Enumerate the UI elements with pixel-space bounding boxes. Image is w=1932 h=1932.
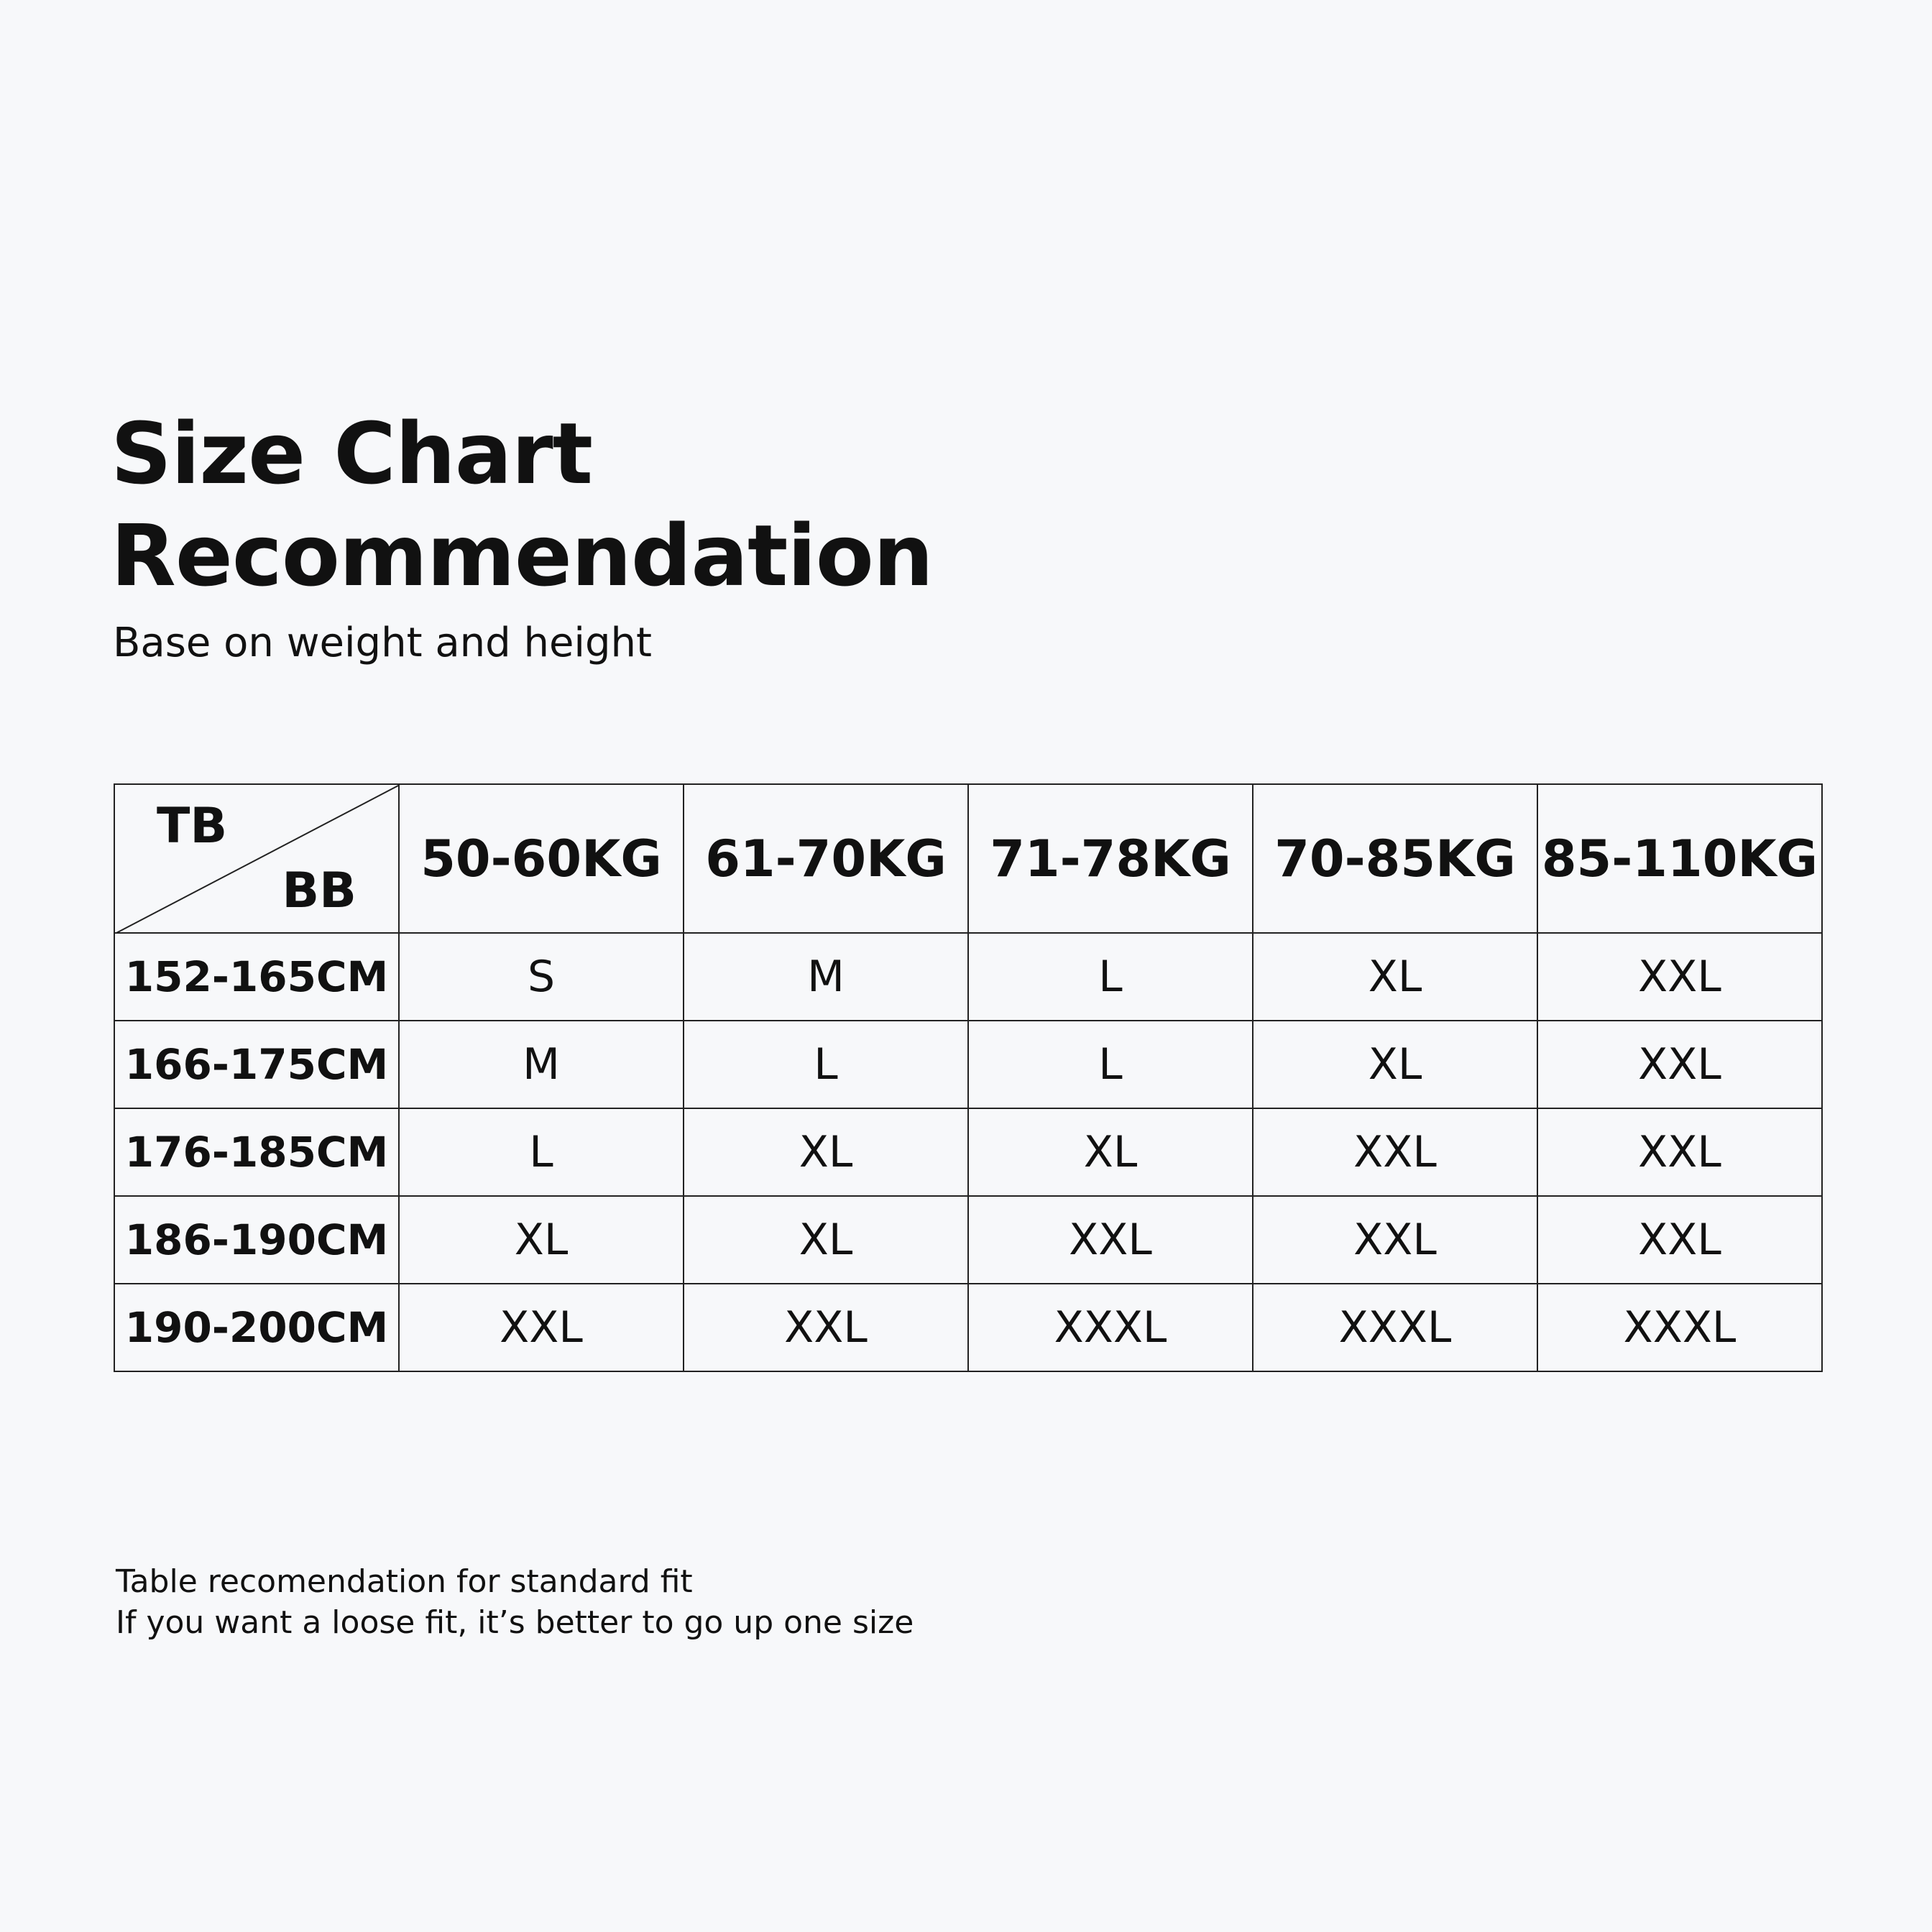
size-cell: S	[398, 932, 684, 1021]
size-cell: XL	[1252, 1020, 1538, 1109]
corner-bottom: BB	[282, 862, 356, 919]
column-header: 61-70KG	[683, 783, 969, 934]
size-cell: XXL	[1537, 1195, 1823, 1284]
diagonal	[115, 785, 400, 934]
table-row: 166-175CM M L L XL XXL	[114, 1020, 1823, 1109]
size-cell: XL	[967, 1108, 1254, 1197]
title: Size Chart Recommendation	[111, 402, 934, 607]
note-line: Table recomendation for standard fit	[116, 1563, 693, 1600]
size-cell: XXXL	[967, 1283, 1254, 1372]
size-cell: XXL	[1537, 1108, 1823, 1197]
size-cell: L	[967, 1020, 1254, 1109]
size-cell: XXL	[967, 1195, 1254, 1284]
size-cell: XXXL	[1537, 1283, 1823, 1372]
row-header: 190-200CM	[114, 1283, 400, 1372]
table-body: 152-165CM S M L XL XXL 166-175CM M L L XL XXL 176-18…	[114, 932, 1823, 1372]
row-header: 166-175CM	[114, 1020, 400, 1109]
table-row: 186-190CM XL XL XXL XXL XXL	[114, 1195, 1823, 1284]
column-header: 71-78KG	[967, 783, 1254, 934]
size-cell: L	[683, 1020, 969, 1109]
size-cell: XL	[683, 1108, 969, 1197]
size-cell: M	[398, 1020, 684, 1109]
size-cell: L	[398, 1108, 684, 1197]
size-cell: XXL	[1537, 1020, 1823, 1109]
size-cell: XXL	[1252, 1195, 1538, 1284]
row-header: 186-190CM	[114, 1195, 400, 1284]
size-cell: XXXL	[1252, 1283, 1538, 1372]
size-cell: XXL	[1537, 932, 1823, 1021]
column-header: 85-110KG	[1537, 783, 1823, 934]
subtitle: Base on weight and height	[113, 620, 652, 666]
size-cell: XL	[398, 1195, 684, 1284]
header-row: TB BB 50-60KG 61-70KG 71-78KG 70-85KG 85-110…	[114, 783, 1823, 934]
size-table: TB BB 50-60KG 61-70KG 71-78KG 70-85KG 85-110…	[114, 783, 1823, 1372]
size-cell: XXL	[683, 1283, 969, 1372]
title-line: Recommendation	[111, 506, 934, 605]
row-header: 176-185CM	[114, 1108, 400, 1197]
title-line: Size Chart	[111, 404, 593, 503]
size-cell: XXL	[1252, 1108, 1538, 1197]
size-cell: XL	[1252, 932, 1538, 1021]
size-cell: M	[683, 932, 969, 1021]
note-line: If you want a loose fit, it’s better to …	[116, 1604, 914, 1641]
corner-cell: TB BB	[114, 783, 400, 934]
size-cell: XXL	[398, 1283, 684, 1372]
table-row: 176-185CM L XL XL XXL XXL	[114, 1108, 1823, 1197]
row-header: 152-165CM	[114, 932, 400, 1021]
column-header: 70-85KG	[1252, 783, 1538, 934]
table-row: 152-165CM S M L XL XXL	[114, 932, 1823, 1021]
size-cell: L	[967, 932, 1254, 1021]
column-header: 50-60KG	[398, 783, 684, 934]
size-cell: XL	[683, 1195, 969, 1284]
corner-top: TB	[157, 798, 228, 855]
table-row: 190-200CM XXL XXL XXXL XXXL XXXL	[114, 1283, 1823, 1372]
notes: Table recomendation for standard fit If y…	[116, 1561, 914, 1643]
